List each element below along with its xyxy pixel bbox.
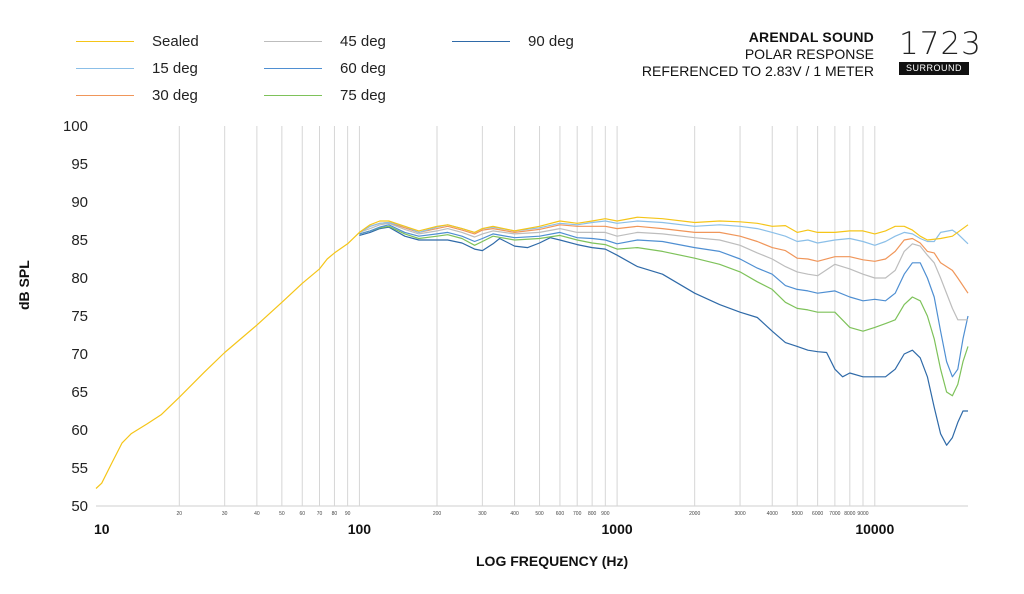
x-minor-tick-label: 300 <box>478 511 487 517</box>
x-minor-tick-label: 3000 <box>734 511 745 517</box>
x-minor-tick-label: 70 <box>317 511 323 517</box>
legend-swatch <box>452 41 510 43</box>
brand-name: ARENDAL SOUND <box>748 29 874 45</box>
x-minor-tick-label: 500 <box>535 511 544 517</box>
legend-label: Sealed <box>152 33 199 50</box>
y-axis-title: dB SPL <box>16 260 32 310</box>
x-major-tick-label: 10 <box>94 521 110 537</box>
legend-label: 15 deg <box>152 60 198 77</box>
x-minor-tick-label: 5000 <box>792 511 803 517</box>
legend-swatch <box>264 68 322 70</box>
model-number: 1723 <box>899 26 982 62</box>
legend-swatch <box>264 95 322 97</box>
x-minor-tick-label: 4000 <box>767 511 778 517</box>
model-badge: 1723 SURROUND <box>899 26 982 75</box>
gridlines <box>96 126 968 507</box>
x-minor-tick-label: 40 <box>254 511 260 517</box>
x-minor-tick-label: 600 <box>556 511 565 517</box>
x-minor-tick-label: 20 <box>177 511 183 517</box>
x-minor-tick-label: 9000 <box>857 511 868 517</box>
series-line-90-deg <box>359 226 968 446</box>
x-minor-tick-label: 80 <box>332 511 338 517</box>
x-minor-tick-label: 900 <box>601 511 610 517</box>
x-minor-tick-label: 50 <box>279 511 285 517</box>
x-minor-tick-label: 700 <box>573 511 582 517</box>
x-minor-tick-label: 800 <box>588 511 597 517</box>
y-tick-label: 70 <box>71 346 88 363</box>
series-line-30-deg <box>359 221 969 294</box>
x-minor-tick-label: 8000 <box>844 511 855 517</box>
x-minor-tick-label: 30 <box>222 511 228 517</box>
x-minor-tick-label: 2000 <box>689 511 700 517</box>
x-major-tick-label: 10000 <box>855 521 894 537</box>
legend-swatch <box>264 41 322 43</box>
series-line-45-deg <box>359 222 968 321</box>
legend-label: 90 deg <box>528 33 574 50</box>
series-line-60-deg <box>359 224 969 378</box>
y-tick-label: 85 <box>71 232 88 249</box>
y-tick-label: 60 <box>71 422 88 439</box>
legend-label: 75 deg <box>340 87 386 104</box>
series-line-75-deg <box>359 225 969 397</box>
y-tick-labels: 50 55 60 65 70 75 80 85 90 95 100 <box>63 118 88 515</box>
y-tick-label: 80 <box>71 270 88 287</box>
x-minor-tick-label: 6000 <box>812 511 823 517</box>
legend-swatch <box>76 41 134 43</box>
y-tick-label: 95 <box>71 156 88 173</box>
x-major-tick-label: 100 <box>348 521 372 537</box>
chart-heading: ARENDAL SOUND POLAR RESPONSE REFERENCED … <box>642 29 874 80</box>
chart-subtitle: POLAR RESPONSE <box>744 46 874 62</box>
x-minor-tick-label: 60 <box>299 511 305 517</box>
series-line-sealed <box>95 216 969 489</box>
chart-reference: REFERENCED TO 2.83V / 1 METER <box>641 63 874 79</box>
x-major-tick-label: 1000 <box>602 521 633 537</box>
model-tag: SURROUND <box>899 62 969 75</box>
y-tick-label: 50 <box>71 498 88 515</box>
legend-label: 30 deg <box>152 87 198 104</box>
x-tick-labels: 10 100 1000 10000 20 30 40 50 60 70 80 90 200 300 400 5… <box>94 511 895 537</box>
x-minor-tick-label: 7000 <box>829 511 840 517</box>
legend-swatch <box>76 68 134 70</box>
x-minor-tick-label: 400 <box>510 511 519 517</box>
x-minor-tick-label: 200 <box>433 511 442 517</box>
series-lines <box>95 216 969 489</box>
y-tick-label: 100 <box>63 118 88 135</box>
legend-swatch <box>76 95 134 97</box>
y-tick-label: 90 <box>71 194 88 211</box>
y-tick-label: 75 <box>71 308 88 325</box>
legend-label: 45 deg <box>340 33 386 50</box>
y-tick-label: 55 <box>71 460 88 477</box>
x-axis-title: LOG FREQUENCY (Hz) <box>476 553 629 569</box>
x-minor-tick-label: 90 <box>345 511 351 517</box>
y-tick-label: 65 <box>71 384 88 401</box>
legend-label: 60 deg <box>340 60 386 77</box>
